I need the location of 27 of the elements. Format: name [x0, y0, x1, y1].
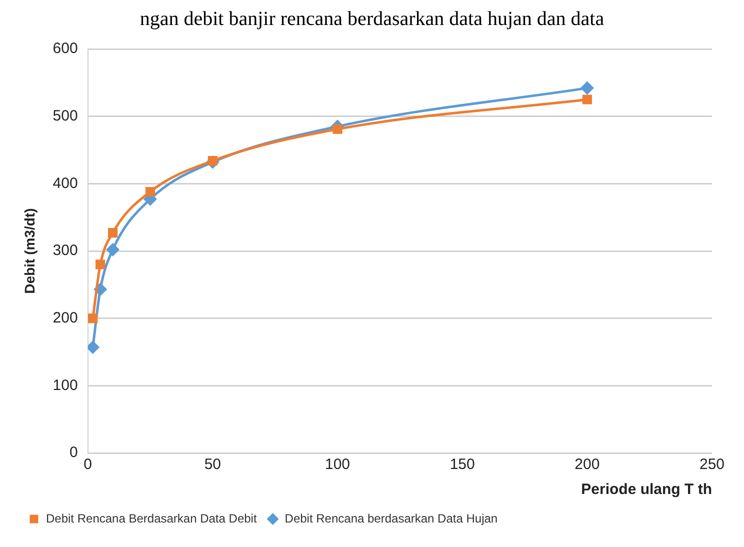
point [88, 314, 98, 324]
x-tick-label: 50 [204, 456, 222, 474]
point [582, 94, 592, 104]
point [106, 243, 120, 256]
point [108, 228, 118, 238]
y-tick-label: 0 [69, 444, 78, 462]
point [145, 186, 156, 197]
x-tick-label: 0 [84, 456, 92, 474]
legend-label: Debit Rencana berdasarkan Data Hujan [284, 511, 498, 526]
x-tick-label: 250 [699, 456, 725, 474]
x-tick-label: 200 [574, 456, 600, 474]
y-tick-label: 500 [52, 107, 78, 124]
x-tick-label: 150 [450, 456, 475, 474]
y-tick-label: 400 [52, 174, 78, 192]
point [580, 82, 594, 94]
y-tick-label: 600 [52, 40, 78, 58]
y-tick-label: 100 [52, 376, 78, 394]
point [96, 260, 106, 270]
y-tick-label: 300 [52, 242, 78, 260]
y-tick-label: 200 [52, 309, 78, 326]
point [88, 341, 100, 354]
y-axis-title: Debit (m3/dt) [21, 208, 38, 294]
text: ngan debit banjir rencana berdasarkan data hujan dan data [138, 8, 606, 30]
point [332, 124, 342, 134]
x-axis-title: Periode ulang T th [581, 481, 712, 498]
legend-label: Debit Rencana Berdasarkan Data Debit [46, 511, 258, 526]
x-tick-label: 100 [324, 456, 350, 474]
